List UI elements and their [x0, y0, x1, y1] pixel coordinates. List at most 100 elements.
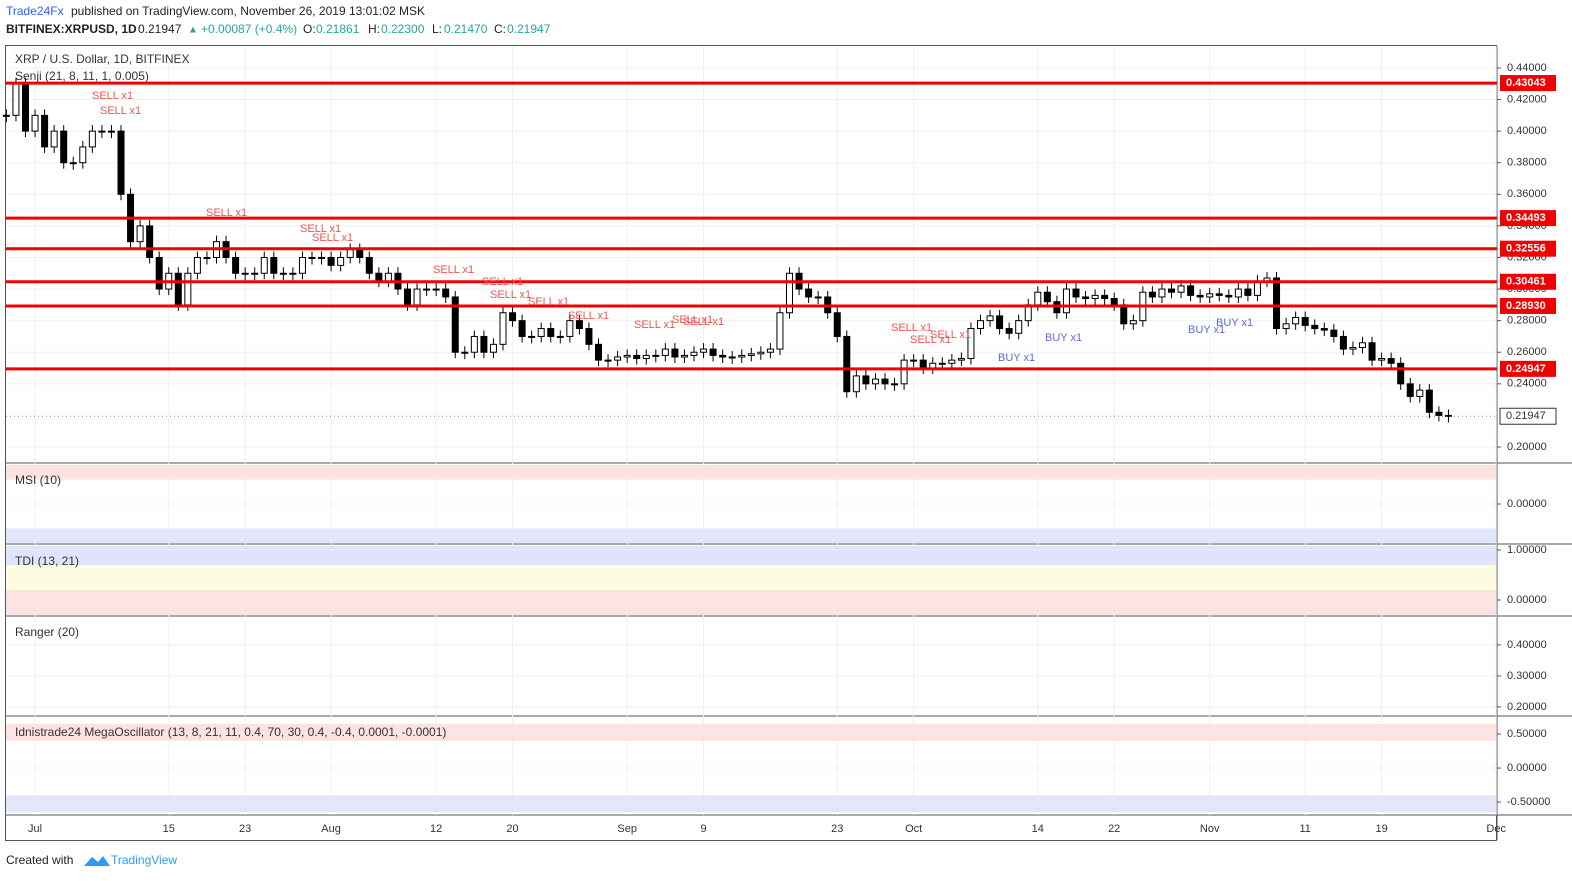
candle-body — [1359, 342, 1366, 348]
candle-body — [346, 249, 354, 258]
candle-body — [719, 354, 727, 358]
candle-body — [700, 348, 708, 353]
x-tick-label: 19 — [1375, 823, 1387, 835]
last-price: 0.21947 — [138, 22, 182, 36]
close-label: C: — [494, 22, 506, 36]
candle-body — [1225, 294, 1233, 298]
candle-body — [136, 225, 144, 243]
candle-body — [891, 383, 899, 386]
x-tick-label: Nov — [1200, 823, 1220, 835]
candle-body — [1387, 358, 1395, 364]
y-tick-label: 0.36000 — [1507, 188, 1547, 200]
publisher-link[interactable]: Trade24Fx — [6, 4, 64, 18]
y-tick-label: 0.00000 — [1507, 594, 1547, 606]
candle-body — [833, 312, 841, 337]
x-tick-label: Oct — [905, 823, 922, 835]
candle-body — [1043, 291, 1051, 303]
candle-body — [766, 348, 774, 353]
close: 0.21947 — [507, 22, 551, 36]
candle-body — [852, 375, 860, 393]
signal-annotation: SELL x1 — [683, 316, 724, 328]
candle-body — [728, 356, 736, 359]
candle-body — [384, 272, 392, 282]
candle-body — [31, 114, 39, 132]
signal-annotation: BUY x1 — [1216, 317, 1253, 329]
level-label: 0.28930 — [1506, 300, 1546, 312]
candle-body — [1196, 294, 1204, 298]
y-tick-label: 0.28000 — [1507, 315, 1547, 327]
candle-body — [948, 359, 956, 364]
footer-created: Created with — [6, 853, 73, 867]
level-label: 0.43043 — [1506, 77, 1546, 89]
candle-body — [614, 356, 622, 361]
candle-body — [738, 354, 746, 358]
candle-body — [1034, 291, 1042, 306]
candle-body — [232, 256, 240, 274]
signal-annotation: SELL x1 — [490, 289, 531, 301]
candle-body — [365, 256, 373, 274]
symbol: BITFINEX:XRPUSD, 1D — [6, 22, 137, 36]
candle-body — [193, 256, 201, 274]
candle-body — [1082, 296, 1090, 300]
candle-body — [241, 272, 249, 275]
signal-annotation: BUY x1 — [1045, 332, 1082, 344]
x-tick-label: Aug — [321, 823, 341, 835]
candle-body — [289, 272, 297, 275]
indicator-band — [6, 465, 1496, 480]
candle-body — [251, 272, 259, 275]
candle-body — [1177, 285, 1185, 293]
high: 0.22300 — [381, 22, 425, 36]
y-tick-label: 0.00000 — [1507, 762, 1547, 774]
candle-body — [1349, 346, 1357, 350]
y-tick-label: 0.00000 — [1507, 498, 1547, 510]
indicator-title: Senji (21, 8, 11, 1, 0.005) — [15, 69, 149, 83]
candle-body — [566, 320, 574, 337]
candle-body — [1330, 329, 1338, 337]
candle-body — [279, 272, 287, 275]
y-tick-label: 0.20000 — [1507, 441, 1547, 453]
level-label: 0.30461 — [1506, 276, 1546, 288]
candle-body — [1273, 277, 1281, 330]
x-tick-label: 15 — [163, 823, 175, 835]
candle-body — [652, 354, 660, 357]
signal-annotation: BUY x1 — [998, 352, 1035, 364]
y-tick-label: 0.50000 — [1507, 728, 1547, 740]
candle-body — [642, 354, 650, 360]
candle-body — [12, 83, 20, 116]
panel-title: Idnistrade24 MegaOscillator (13, 8, 21, … — [15, 725, 446, 739]
candle-body — [1397, 362, 1405, 385]
candle-body — [1301, 316, 1309, 326]
candle-body — [1129, 320, 1137, 325]
signal-annotation: SELL x1 — [300, 223, 341, 235]
signal-annotation: SELL x1 — [672, 314, 713, 326]
candle-body — [1282, 323, 1290, 330]
candle-body — [776, 312, 784, 350]
candle-body — [910, 359, 918, 362]
candle-body — [919, 359, 927, 369]
candle-body — [604, 359, 612, 362]
candle-body — [680, 354, 688, 358]
candle-body — [117, 130, 125, 195]
candle-body — [480, 335, 488, 353]
x-tick-label: Jul — [28, 823, 42, 835]
last-price-label: 0.21947 — [1506, 410, 1546, 422]
candle-body — [174, 272, 182, 306]
level-label: 0.32556 — [1506, 243, 1546, 255]
candle-body — [1406, 383, 1414, 397]
signal-annotation: SELL x1 — [482, 276, 523, 288]
footer-brand[interactable]: TradingView — [111, 853, 177, 867]
indicator-band — [6, 528, 1496, 543]
last-price-tag — [1499, 407, 1557, 425]
indicator-band — [6, 795, 1496, 813]
signal-annotation: SELL x1 — [910, 334, 951, 346]
candle-body — [1292, 316, 1300, 325]
candle-body — [709, 348, 717, 356]
x-tick-label: 22 — [1108, 823, 1120, 835]
candle-body — [671, 348, 679, 358]
candle-body — [814, 296, 822, 299]
x-tick-label: 14 — [1032, 823, 1044, 835]
candle-body — [107, 130, 115, 133]
candle-body — [967, 328, 975, 360]
candle-body — [1148, 291, 1156, 298]
signal-annotation: SELL x1 — [634, 319, 675, 331]
